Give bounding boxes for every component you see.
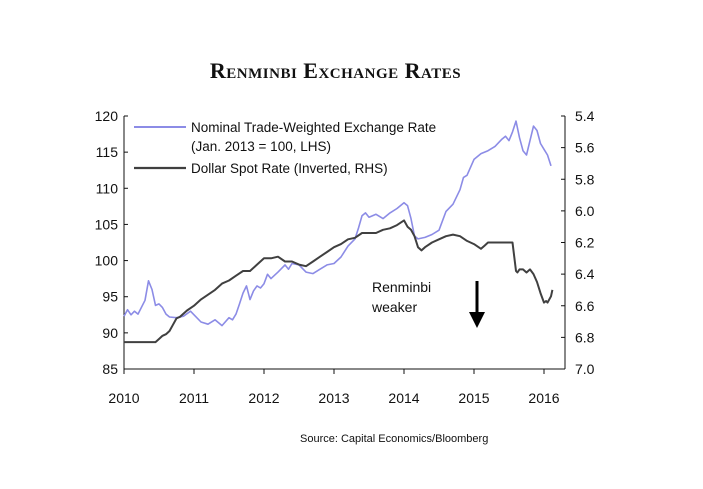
right-tick-label: 5.4: [575, 108, 595, 124]
annotation-line-2: weaker: [371, 299, 417, 315]
left-tick-label: 105: [95, 216, 119, 232]
x-tick-label: 2011: [179, 390, 209, 406]
left-tick-label: 110: [96, 180, 119, 196]
legend-label-1: Nominal Trade-Weighted Exchange Rate: [191, 120, 436, 135]
x-tick-label: 2014: [388, 390, 419, 406]
series-line-2: [124, 219, 554, 344]
chart-title: Renminbi Exchange Rates: [209, 58, 462, 83]
x-tick-label: 2015: [458, 390, 489, 406]
axes: 85 90 95 100 105 110 115 120 5.4 5.6 5.8 6.0 6.2 6.4 6…: [95, 108, 595, 406]
series-layer: [123, 120, 554, 344]
source-note: Source: Capital Economics/Bloomberg: [300, 433, 489, 445]
weaker-arrow-head: [469, 312, 485, 328]
right-tick-label: 5.6: [575, 140, 595, 156]
x-tick-label: 2013: [318, 390, 349, 406]
left-tick-label: 120: [95, 108, 119, 124]
annotation: Renminbi weaker: [371, 279, 485, 328]
legend: Nominal Trade-Weighted Exchange Rate (Jan…: [134, 120, 436, 176]
right-tick-label: 6.4: [575, 266, 595, 282]
right-tick-label: 6.2: [575, 235, 595, 251]
right-tick-label: 5.8: [575, 171, 595, 187]
left-tick-label: 100: [95, 253, 119, 269]
right-tick-label: 6.0: [575, 203, 595, 219]
left-tick-label: 90: [102, 325, 118, 341]
x-tick-label: 2012: [248, 390, 279, 406]
right-tick-label: 7.0: [575, 361, 595, 377]
left-tick-label: 95: [102, 289, 118, 305]
right-tick-label: 6.6: [575, 298, 595, 314]
left-tick-label: 115: [96, 144, 119, 160]
left-tick-label: 85: [102, 361, 118, 377]
right-tick-label: 6.8: [575, 329, 595, 345]
legend-label-1-line2: (Jan. 2013 = 100, LHS): [191, 139, 331, 154]
annotation-line-1: Renminbi: [372, 279, 431, 295]
series-line-1: [123, 120, 552, 327]
x-tick-label: 2010: [108, 390, 139, 406]
legend-label-2: Dollar Spot Rate (Inverted, RHS): [191, 161, 388, 176]
x-tick-label: 2016: [528, 390, 559, 406]
